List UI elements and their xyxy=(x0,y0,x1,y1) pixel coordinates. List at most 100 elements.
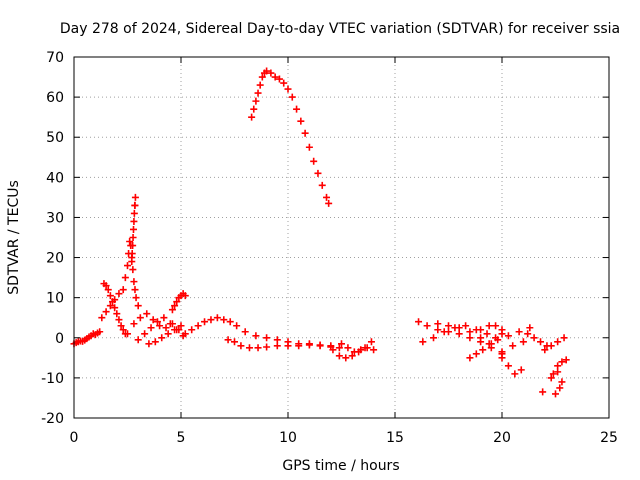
data-point xyxy=(462,322,470,330)
data-point xyxy=(102,282,110,290)
series-group-6-7 xyxy=(188,314,228,334)
data-point xyxy=(147,324,155,332)
y-tick-label: 40 xyxy=(46,170,64,186)
series-late-d xyxy=(466,330,506,362)
data-point xyxy=(301,129,309,137)
data-point xyxy=(131,193,139,201)
data-point xyxy=(284,342,292,350)
data-point xyxy=(102,308,110,316)
data-point xyxy=(434,320,442,328)
data-point xyxy=(224,336,232,344)
data-point xyxy=(455,324,463,332)
data-point xyxy=(350,348,358,356)
data-point xyxy=(201,318,209,326)
series-spike-peak xyxy=(131,193,139,209)
y-tick-label: -10 xyxy=(41,371,64,387)
y-axis-label: SDTVAR / TECUs xyxy=(6,180,22,295)
data-point xyxy=(515,328,523,336)
y-tick-label: 10 xyxy=(46,291,64,307)
data-point xyxy=(325,199,333,207)
data-point xyxy=(537,338,545,346)
series-late-b xyxy=(419,322,534,346)
data-point xyxy=(338,340,345,348)
data-point xyxy=(117,322,125,330)
data-point xyxy=(310,157,318,165)
data-point xyxy=(342,354,350,362)
data-point xyxy=(430,334,438,342)
data-point xyxy=(207,316,215,324)
data-point xyxy=(131,201,139,209)
data-point xyxy=(280,79,288,87)
x-tick-label: 15 xyxy=(386,430,404,446)
series-late-g xyxy=(524,330,551,350)
data-point xyxy=(511,370,519,378)
data-point xyxy=(171,302,179,310)
data-point xyxy=(237,342,245,350)
data-point xyxy=(134,336,142,344)
data-point xyxy=(124,330,131,338)
data-point xyxy=(98,314,106,322)
data-point xyxy=(128,250,136,258)
data-point xyxy=(132,294,140,302)
series-late-a xyxy=(415,318,527,356)
series-spike-top xyxy=(128,201,139,266)
data-point xyxy=(455,330,463,338)
data-point xyxy=(129,225,137,233)
data-point xyxy=(554,338,562,346)
data-point xyxy=(241,328,249,336)
data-point xyxy=(558,378,566,386)
data-point xyxy=(121,274,129,282)
y-tick-label: 70 xyxy=(46,50,64,66)
data-point xyxy=(113,310,121,318)
data-point xyxy=(335,344,343,352)
data-point xyxy=(231,338,238,346)
data-point xyxy=(440,328,448,336)
series-late-h xyxy=(541,334,568,354)
data-point xyxy=(485,340,493,348)
data-point xyxy=(316,342,324,350)
x-axis-label: GPS time / hours xyxy=(282,458,399,474)
data-point xyxy=(466,354,474,362)
data-point xyxy=(485,322,493,330)
series-arc-early xyxy=(100,280,129,338)
data-point xyxy=(162,324,170,332)
series-long-flat-b xyxy=(224,336,343,352)
data-point xyxy=(111,296,119,304)
data-point xyxy=(248,113,256,121)
x-tick-label: 10 xyxy=(279,430,297,446)
data-point xyxy=(483,330,491,338)
data-point xyxy=(504,362,512,370)
data-point xyxy=(415,318,423,326)
data-points xyxy=(70,67,570,398)
data-point xyxy=(194,322,202,330)
data-point xyxy=(445,322,452,330)
data-point xyxy=(363,344,371,352)
data-point xyxy=(188,326,196,334)
data-point xyxy=(517,366,525,374)
series-tail-13b xyxy=(338,340,378,356)
data-point xyxy=(130,278,138,286)
data-point xyxy=(254,89,262,97)
data-point xyxy=(541,346,549,354)
data-point xyxy=(367,338,375,346)
series-arc-5 xyxy=(168,290,189,314)
data-point xyxy=(273,342,281,350)
data-point xyxy=(115,316,123,324)
data-point xyxy=(477,334,485,342)
data-point xyxy=(547,374,555,382)
data-point xyxy=(419,338,427,346)
x-tick-label: 20 xyxy=(493,430,511,446)
data-point xyxy=(141,330,149,338)
data-point xyxy=(263,67,271,75)
data-point xyxy=(166,320,174,328)
data-point xyxy=(549,370,557,378)
series-cluster-3-5 xyxy=(124,310,189,338)
data-point xyxy=(250,105,258,113)
data-point xyxy=(153,318,161,326)
data-point xyxy=(128,258,136,266)
data-point xyxy=(492,334,500,342)
data-point xyxy=(136,314,144,322)
data-point xyxy=(124,262,131,270)
data-point xyxy=(423,322,431,330)
data-point xyxy=(558,358,566,366)
